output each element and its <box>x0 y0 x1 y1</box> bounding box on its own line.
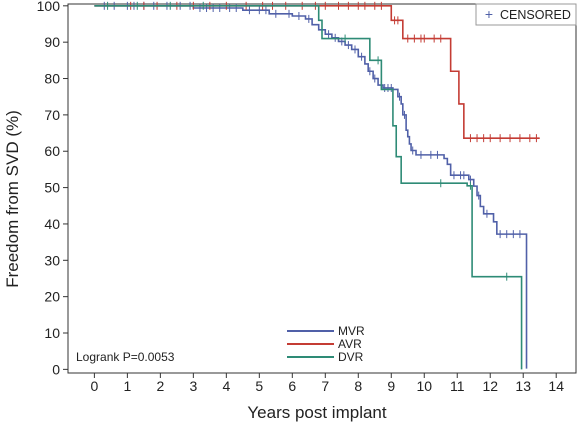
y-tick-label: 90 <box>44 34 60 50</box>
censored-legend-box <box>475 3 577 26</box>
logrank-annotation: Logrank P=0.0053 <box>76 350 175 364</box>
y-tick-label: 80 <box>44 71 60 87</box>
y-tick-label: 40 <box>44 216 60 232</box>
x-tick-label: 9 <box>387 378 395 394</box>
x-tick-label: 10 <box>416 378 432 394</box>
y-tick-label: 20 <box>44 289 60 305</box>
plot-frame <box>67 3 577 374</box>
x-tick-label: 8 <box>354 378 362 394</box>
x-tick-label: 0 <box>90 378 98 394</box>
x-tick-label: 14 <box>548 378 564 394</box>
y-tick-label: 50 <box>44 180 60 196</box>
x-tick-label: 1 <box>123 378 131 394</box>
series-legend: MVR AVR DVR <box>287 324 365 364</box>
series-dvr <box>94 1 523 370</box>
x-tick-label: 6 <box>288 378 296 394</box>
legend-label-dvr: DVR <box>338 350 364 364</box>
y-tick-label: 60 <box>44 143 60 159</box>
x-tick-label: 5 <box>255 378 263 394</box>
x-tick-label: 4 <box>222 378 230 394</box>
x-tick-label: 7 <box>321 378 329 394</box>
y-tick-label: 100 <box>37 0 61 14</box>
x-tick-label: 11 <box>450 378 465 394</box>
y-tick-label: 30 <box>44 252 60 268</box>
y-axis-title: Freedom from SVD (%) <box>3 110 22 288</box>
legend-label-mvr: MVR <box>338 324 365 338</box>
censored-legend: + CENSORED <box>475 3 577 26</box>
x-axis-title: Years post implant <box>247 403 387 422</box>
y-tick-label: 10 <box>44 325 60 341</box>
y-tick-label: 0 <box>52 361 60 377</box>
x-tick-label: 3 <box>189 378 197 394</box>
series-line-avr <box>94 5 540 139</box>
y-tick-label: 70 <box>44 107 60 123</box>
x-tick-label: 12 <box>482 378 498 394</box>
legend-label-avr: AVR <box>338 337 362 351</box>
censored-legend-label: CENSORED <box>500 8 571 22</box>
x-tick-label: 2 <box>156 378 164 394</box>
censored-legend-marker: + <box>485 6 493 22</box>
x-tick-label: 13 <box>515 378 531 394</box>
